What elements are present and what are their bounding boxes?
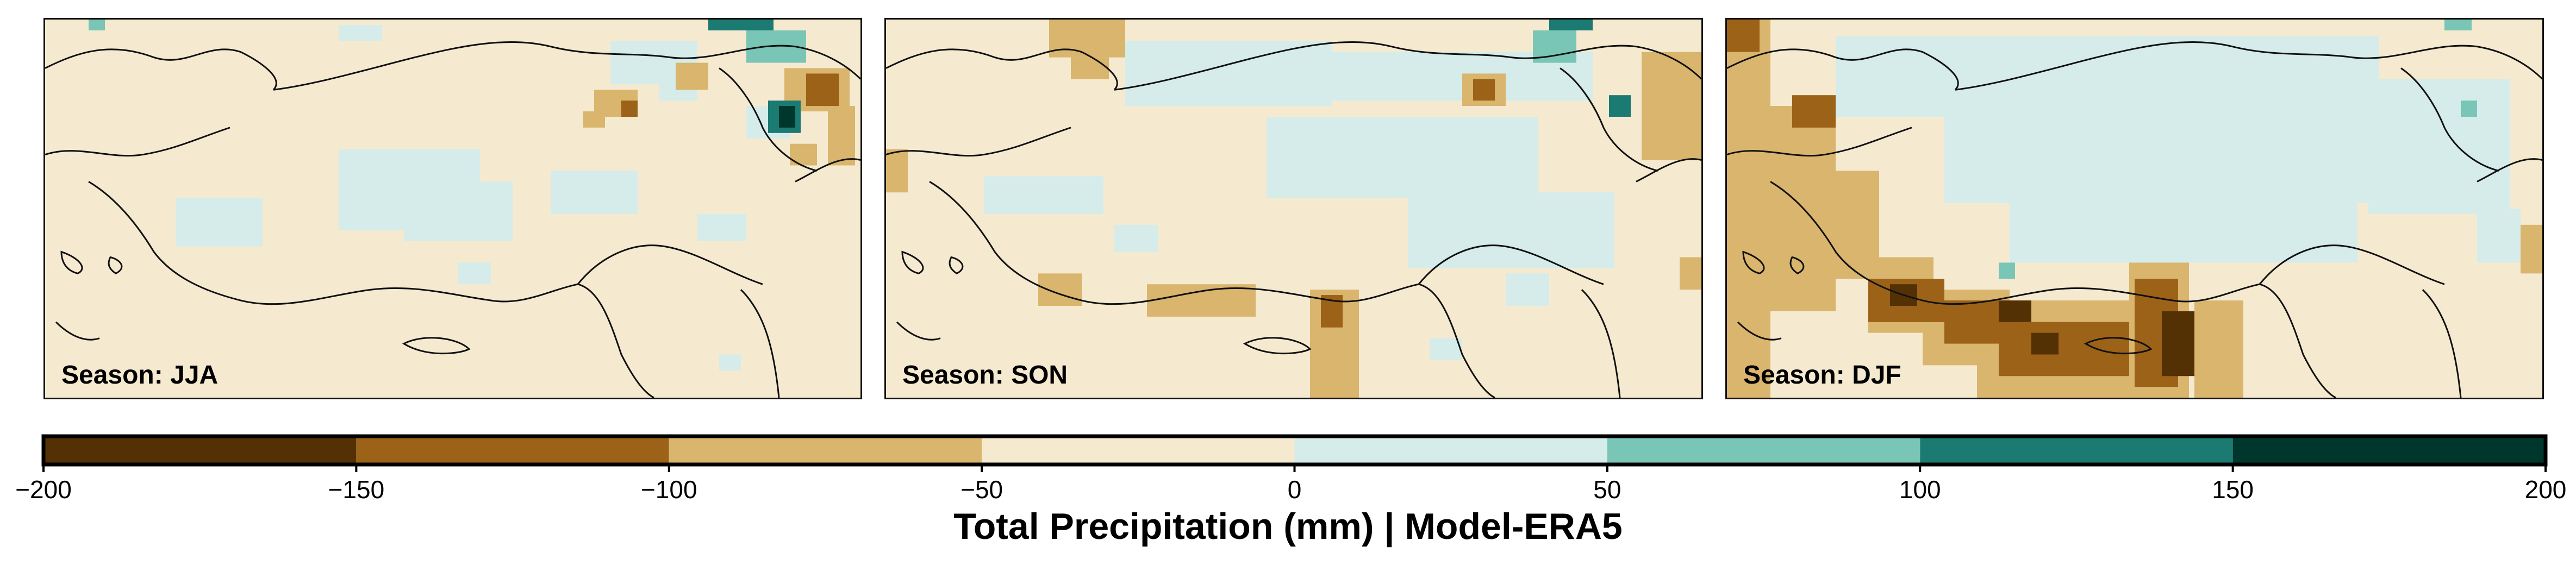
season-label-son: Season: SON <box>902 361 1068 390</box>
colorbar-bins <box>43 436 2546 464</box>
coastline-lines <box>45 41 860 398</box>
dry-anomaly-cells <box>1727 20 2542 398</box>
colorbar-bin-2 <box>669 436 982 464</box>
dry-anomaly-cells <box>886 20 1701 398</box>
map-jja <box>45 20 860 398</box>
colorbar-tick-label: 100 <box>1899 475 1941 504</box>
map-djf <box>1727 20 2542 398</box>
map-panel-djf: Season: DJF <box>1725 18 2544 399</box>
colorbar-bin-0 <box>43 436 357 464</box>
colorbar-tick-label: −200 <box>15 475 72 504</box>
colorbar-tick-label: 50 <box>1593 475 1621 504</box>
coastline-lines <box>886 41 1701 398</box>
map-panel-jja: Season: JJA <box>43 18 862 399</box>
colorbar-ticks: −200 −150 −100 −50 0 50 100 150 200 <box>15 464 2566 504</box>
colorbar-bin-4 <box>1294 436 1607 464</box>
season-label-jja: Season: JJA <box>61 361 219 390</box>
wet-anomaly-cells <box>1836 35 2521 263</box>
map-panel-son: Season: SON <box>884 18 1703 399</box>
colorbar-tick-label: −150 <box>328 475 385 504</box>
dry-anomaly-cells <box>583 62 855 166</box>
strong-wet-cells <box>1999 20 2477 279</box>
colorbar-title: Total Precipitation (mm) | Model-ERA5 <box>953 506 1623 547</box>
colorbar-tick-label: −100 <box>641 475 697 504</box>
colorbar-bin-3 <box>982 436 1295 464</box>
colorbar-bin-1 <box>356 436 669 464</box>
colorbar-tick-label: 0 <box>1288 475 1302 504</box>
colorbar-bin-5 <box>1607 436 1920 464</box>
season-label-djf: Season: DJF <box>1743 361 1901 390</box>
colorbar-tick-label: 150 <box>2212 475 2254 504</box>
map-son <box>886 20 1701 398</box>
colorbar-tick-label: −50 <box>960 475 1003 504</box>
coastline-lines <box>1727 41 2542 398</box>
colorbar-tick-label: 200 <box>2525 475 2567 504</box>
colorbar-bin-6 <box>1920 436 2233 464</box>
colorbar-bin-7 <box>2232 436 2546 464</box>
